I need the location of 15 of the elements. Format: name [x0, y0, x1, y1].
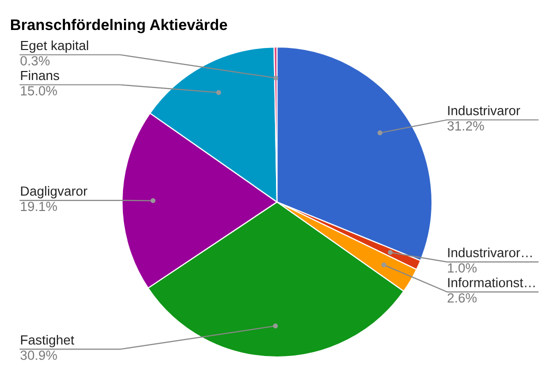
slice-label: Industrivaror… — [448, 248, 532, 258]
data-label: 15.0% — [21, 86, 57, 96]
slice-label: Finans — [21, 70, 60, 80]
slice-label: Informationst… — [448, 278, 535, 288]
slice-label: Dagligvaror — [21, 186, 88, 198]
data-label: 1.0% — [448, 263, 477, 273]
data-label: 30.9% — [20, 350, 57, 360]
slice-label: Industrivaror — [448, 106, 520, 116]
data-label: 2.6% — [448, 293, 477, 303]
slice-label: Fastighet — [21, 334, 74, 348]
data-label: 31.2% — [448, 121, 484, 131]
data-label: 19.1% — [21, 202, 57, 212]
data-label: 0.3% — [20, 56, 50, 66]
chart-title: Branschfördelning Aktievärde — [11, 18, 228, 34]
slice-label: Eget kapital — [21, 40, 88, 53]
